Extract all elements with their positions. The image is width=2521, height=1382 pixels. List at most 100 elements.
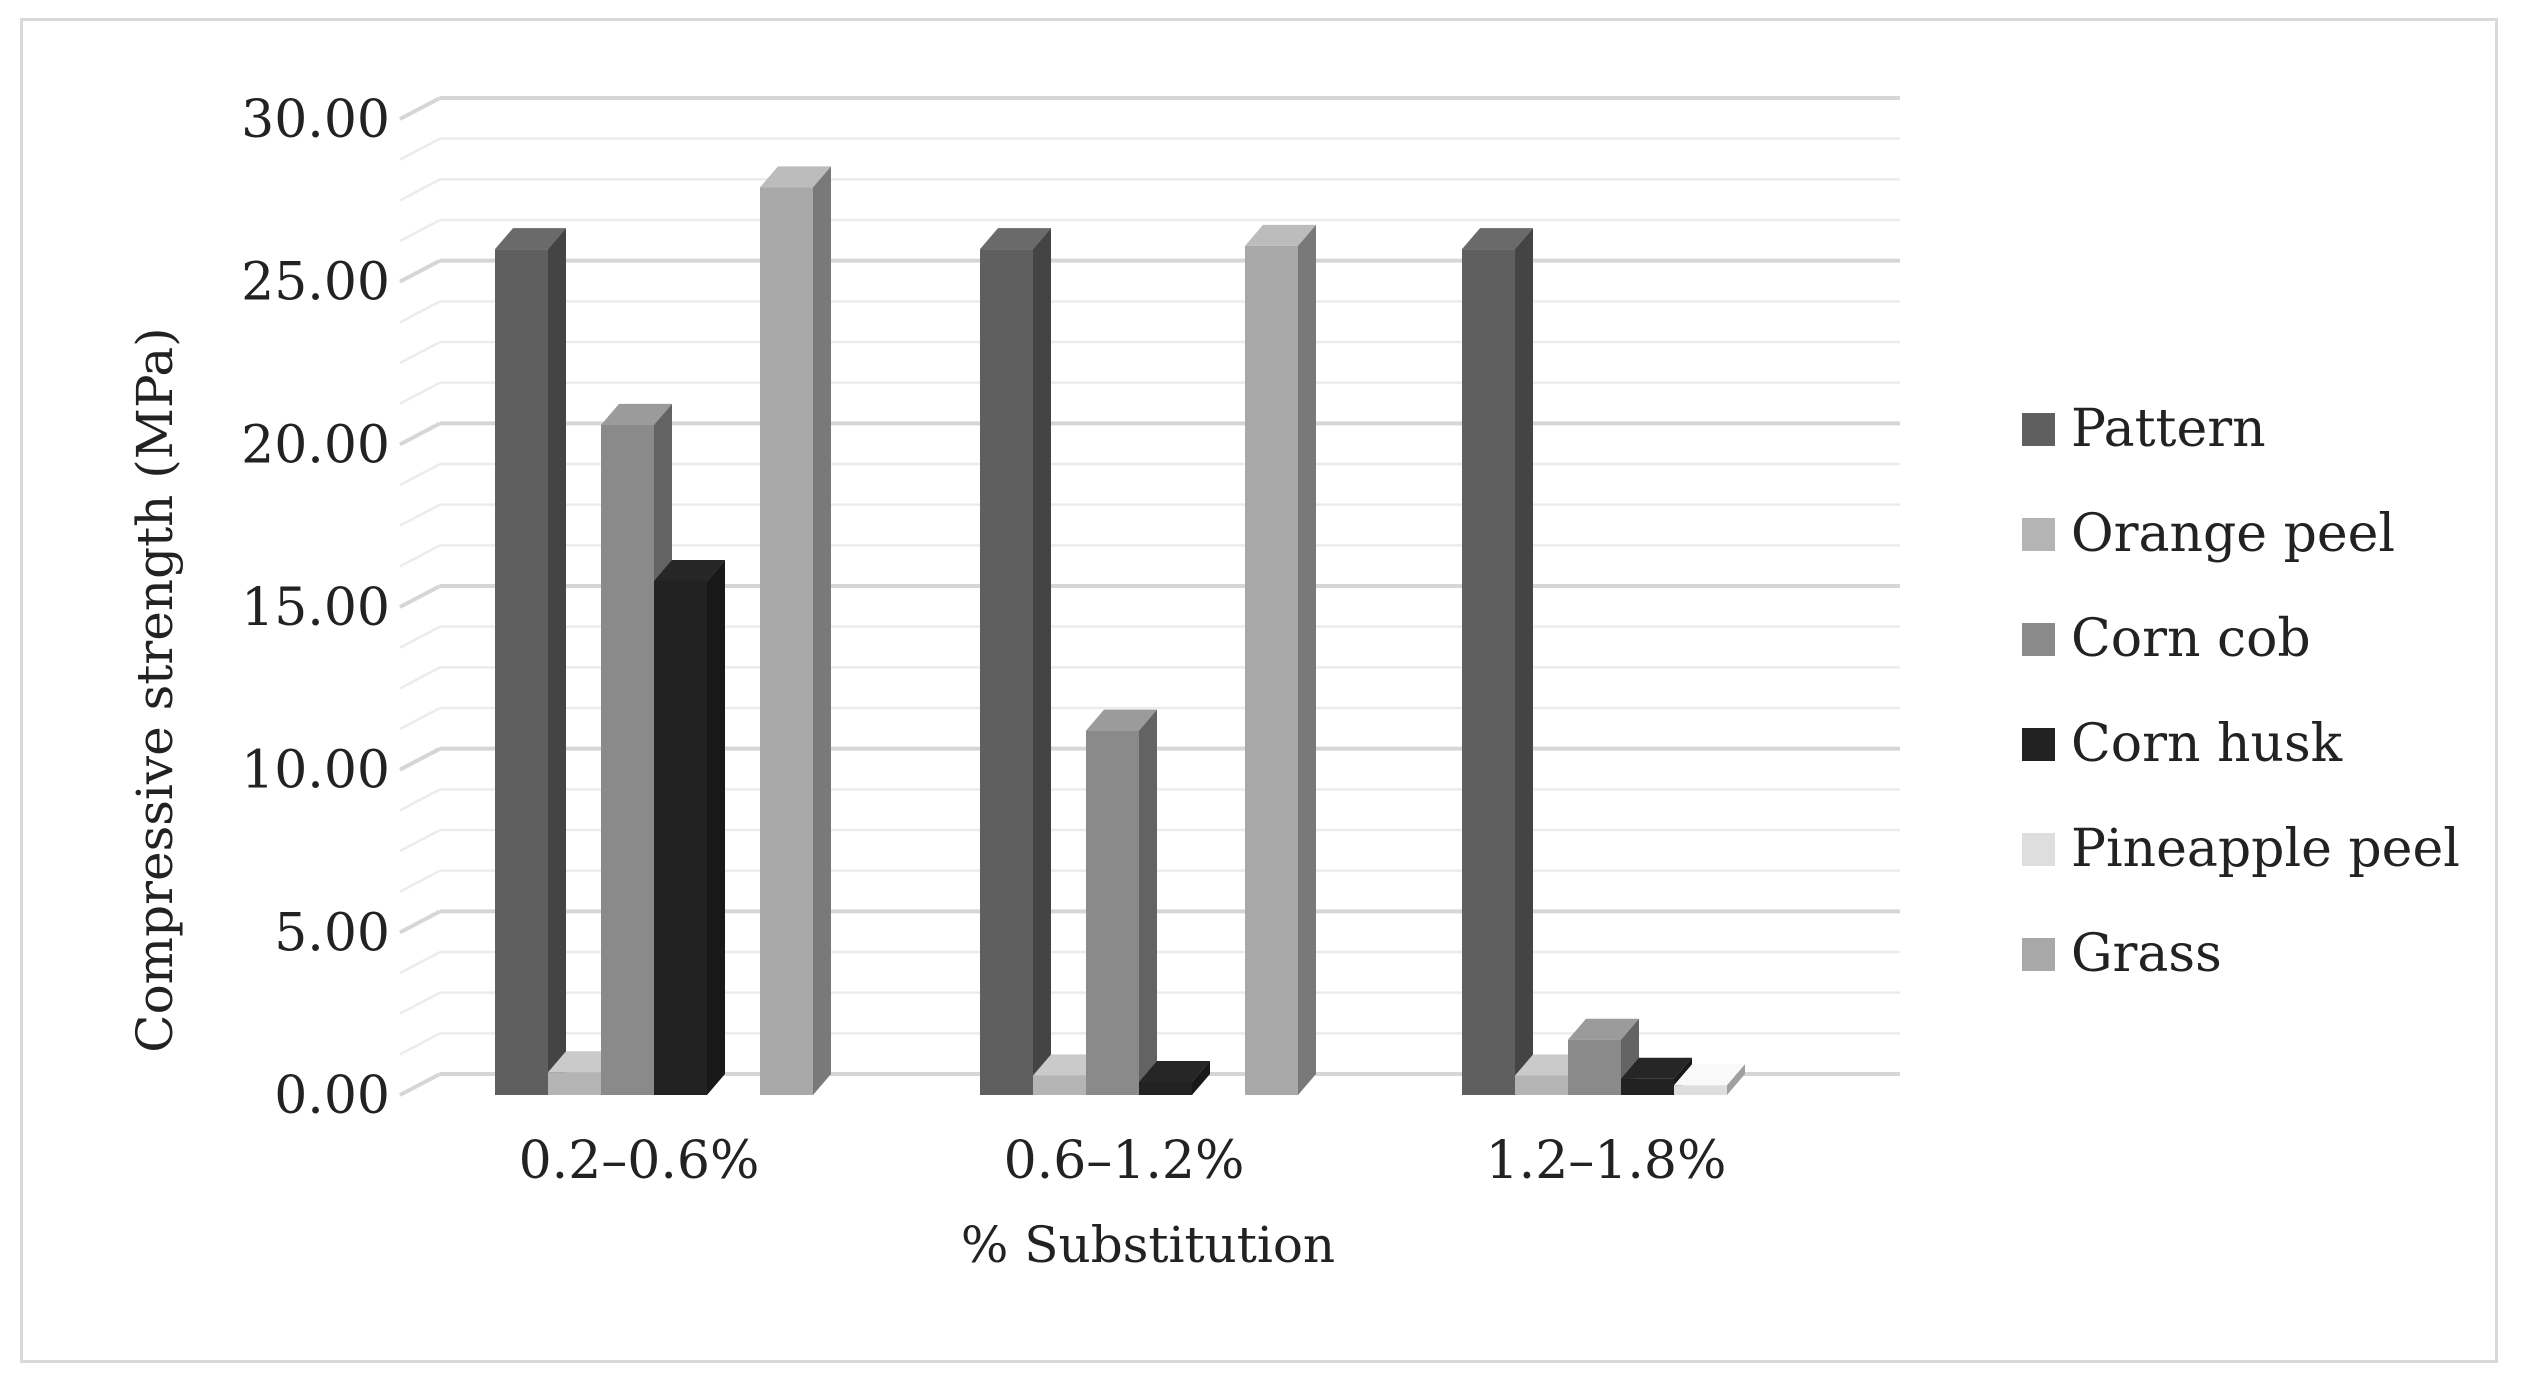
gridline-side <box>399 96 441 121</box>
bar-front <box>601 424 654 1095</box>
bar-top <box>1245 224 1316 246</box>
gridline-side <box>399 340 441 365</box>
legend-label: Grass <box>2071 924 2222 984</box>
bar-side <box>1298 224 1316 1095</box>
bar-front <box>1245 245 1298 1095</box>
legend-swatch <box>2022 728 2055 761</box>
bar-side <box>1033 228 1051 1096</box>
gridline-side <box>399 258 441 284</box>
x-tick-label: 0.2–0.6% <box>519 1131 760 1191</box>
y-tick-label: 5.00 <box>274 903 390 963</box>
bar-top <box>1674 1064 1745 1086</box>
y-tick-label: 10.00 <box>241 741 390 801</box>
gridline-side <box>399 1032 441 1056</box>
bar-front <box>1033 1075 1086 1095</box>
bar-front <box>1515 1075 1568 1095</box>
y-tick-label: 15.00 <box>241 578 390 638</box>
bar-front <box>654 580 707 1095</box>
legend-swatch <box>2022 413 2055 446</box>
y-axis-title: Compressive strength (MPa) <box>126 327 184 1052</box>
legend-label: Corn cob <box>2071 609 2311 669</box>
bar <box>1245 224 1316 1095</box>
bar-front <box>1568 1039 1621 1095</box>
bar-front <box>548 1072 601 1095</box>
gridline-side <box>399 1072 441 1097</box>
gridline-side <box>399 178 441 202</box>
legend-label: Pattern <box>2071 399 2266 459</box>
bar <box>760 166 831 1095</box>
gridline-side <box>399 381 441 405</box>
gridline-side <box>399 137 441 161</box>
y-axis-ticks: 0.00 5.00 10.00 15.00 20.00 25.00 30.00 <box>241 90 390 1126</box>
bar <box>1568 1018 1639 1095</box>
bar <box>495 228 566 1096</box>
gridline-side <box>399 869 441 893</box>
x-tick-label: 1.2–1.8% <box>1486 1131 1727 1191</box>
legend-label: Corn husk <box>2071 714 2343 774</box>
bar <box>654 559 725 1095</box>
gridline-side <box>399 950 441 975</box>
gridline-side <box>399 544 441 568</box>
legend-swatch <box>2022 938 2055 971</box>
bar-side <box>707 559 725 1095</box>
bar-top <box>1462 228 1533 250</box>
gridline-side <box>399 788 441 812</box>
gridline-side <box>399 625 441 649</box>
bar-top <box>495 228 566 250</box>
gridline-side <box>399 300 441 324</box>
x-axis-ticks: 0.2–0.6% 0.6–1.2% 1.2–1.8% <box>519 1131 1727 1191</box>
bars <box>495 166 1745 1096</box>
legend-swatch <box>2022 623 2055 656</box>
gridline-side <box>399 421 441 447</box>
y-tick-label: 0.00 <box>274 1066 390 1126</box>
bar-front <box>1462 249 1515 1096</box>
bar-side <box>813 166 831 1095</box>
bar <box>1674 1064 1745 1095</box>
gridline-side <box>399 909 441 935</box>
x-tick-label: 0.6–1.2% <box>1004 1131 1245 1191</box>
bar-front <box>495 249 548 1096</box>
gridline-side <box>399 666 441 690</box>
bar-front <box>1139 1081 1192 1095</box>
bar-top <box>760 166 831 188</box>
bar-top <box>980 228 1051 250</box>
legend-swatch <box>2022 833 2055 866</box>
gridline-side <box>399 828 441 853</box>
gridline-side <box>399 991 441 1015</box>
y-tick-label: 20.00 <box>241 415 390 475</box>
legend: Pattern Orange peel Corn cob Corn husk Pinea… <box>2022 399 2460 984</box>
bar <box>980 228 1051 1096</box>
bar-top <box>1568 1018 1639 1040</box>
gridline-side <box>399 584 441 609</box>
legend-label: Orange peel <box>2071 504 2395 564</box>
gridline-side <box>399 746 441 772</box>
bar-side <box>548 228 566 1096</box>
legend-label: Pineapple peel <box>2071 819 2460 879</box>
bar-side <box>1139 709 1157 1095</box>
bar <box>1139 1060 1210 1095</box>
bar-side <box>1192 1060 1210 1095</box>
bar-top <box>1621 1057 1692 1079</box>
bar-top <box>1086 709 1157 731</box>
bar-top <box>1139 1060 1210 1082</box>
y-tick-label: 25.00 <box>241 253 390 313</box>
bar-side <box>1515 228 1533 1096</box>
bar-top <box>654 559 725 581</box>
bar <box>1086 709 1157 1095</box>
bar-front <box>760 187 813 1095</box>
gridline-side <box>399 706 441 731</box>
bar <box>1462 228 1533 1096</box>
x-axis-title: % Substitution <box>961 1216 1335 1274</box>
bar-front <box>1621 1078 1674 1095</box>
gridline-side <box>399 503 441 527</box>
legend-swatch <box>2022 518 2055 551</box>
bar-front <box>980 249 1033 1096</box>
bar-top <box>601 403 672 425</box>
bar-front <box>1674 1085 1727 1095</box>
bar-front <box>1086 730 1139 1095</box>
gridline-side <box>399 218 441 243</box>
bar-side <box>1727 1064 1745 1095</box>
y-tick-label: 30.00 <box>241 90 390 150</box>
gridline-side <box>399 462 441 487</box>
